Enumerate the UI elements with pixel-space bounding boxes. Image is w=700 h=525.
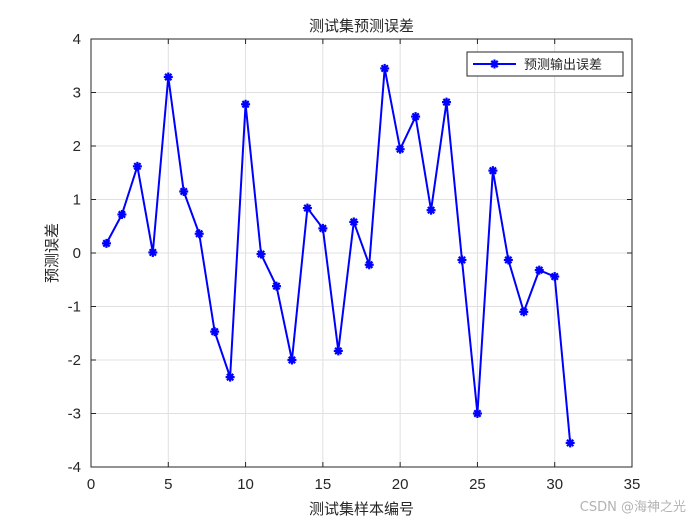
x-tick-label: 20 <box>392 476 409 493</box>
data-point <box>318 223 328 233</box>
x-tick-label: 15 <box>315 476 332 493</box>
x-tick-label: 5 <box>164 476 172 493</box>
x-axis-label: 测试集样本编号 <box>309 500 414 518</box>
chart-title: 测试集预测误差 <box>309 17 414 35</box>
data-point <box>349 217 359 227</box>
x-tick-label: 25 <box>469 476 486 493</box>
y-tick-label: -2 <box>68 352 81 369</box>
data-point <box>472 409 482 418</box>
data-point <box>148 247 158 257</box>
data-point <box>163 72 173 82</box>
data-point <box>380 63 390 73</box>
y-tick-label: 1 <box>73 192 81 209</box>
data-point <box>457 255 467 265</box>
data-point <box>287 355 297 365</box>
data-point <box>565 438 575 448</box>
data-point <box>241 99 251 109</box>
series-layer <box>101 63 575 448</box>
x-tick-label: 35 <box>624 476 641 493</box>
y-tick-label: 0 <box>73 245 81 262</box>
data-point <box>210 327 220 337</box>
data-point <box>225 372 235 382</box>
y-tick-label: -1 <box>68 299 81 316</box>
y-tick-label: -3 <box>68 406 81 423</box>
data-point <box>333 346 343 356</box>
y-tick-label: 3 <box>73 85 81 102</box>
legend: 预测输出误差 <box>466 51 624 77</box>
y-tick-label: 4 <box>73 31 81 48</box>
data-point <box>519 307 529 317</box>
legend-entry: 预测输出误差 <box>524 57 602 73</box>
x-tick-label: 30 <box>546 476 563 493</box>
y-tick-labels: -4 -3 -2 -1 0 1 2 3 4 <box>68 31 81 476</box>
data-point <box>426 205 436 215</box>
data-point <box>395 144 405 154</box>
y-axis-label: 预测误差 <box>43 223 61 283</box>
tick-marks <box>90 38 633 468</box>
x-tick-label: 0 <box>87 476 95 493</box>
watermark: CSDN @海神之光 <box>579 500 686 515</box>
data-point <box>411 112 421 122</box>
data-point <box>271 281 281 291</box>
data-point <box>132 161 142 171</box>
x-tick-labels: 0 5 10 15 20 25 30 35 <box>87 476 641 493</box>
data-point <box>194 229 204 239</box>
data-point <box>364 260 374 270</box>
data-point <box>503 255 513 265</box>
y-tick-label: 2 <box>73 138 81 155</box>
y-tick-label: -4 <box>68 459 81 476</box>
x-tick-label: 10 <box>237 476 254 493</box>
data-point <box>101 238 111 248</box>
data-point <box>179 186 189 196</box>
data-point <box>256 249 266 259</box>
data-point <box>302 203 312 213</box>
data-point <box>550 272 560 282</box>
data-point <box>442 97 452 107</box>
data-point <box>534 265 544 275</box>
data-point <box>117 209 127 219</box>
legend-marker <box>490 59 499 69</box>
data-point <box>488 166 498 176</box>
legend-marker-star <box>490 59 499 69</box>
